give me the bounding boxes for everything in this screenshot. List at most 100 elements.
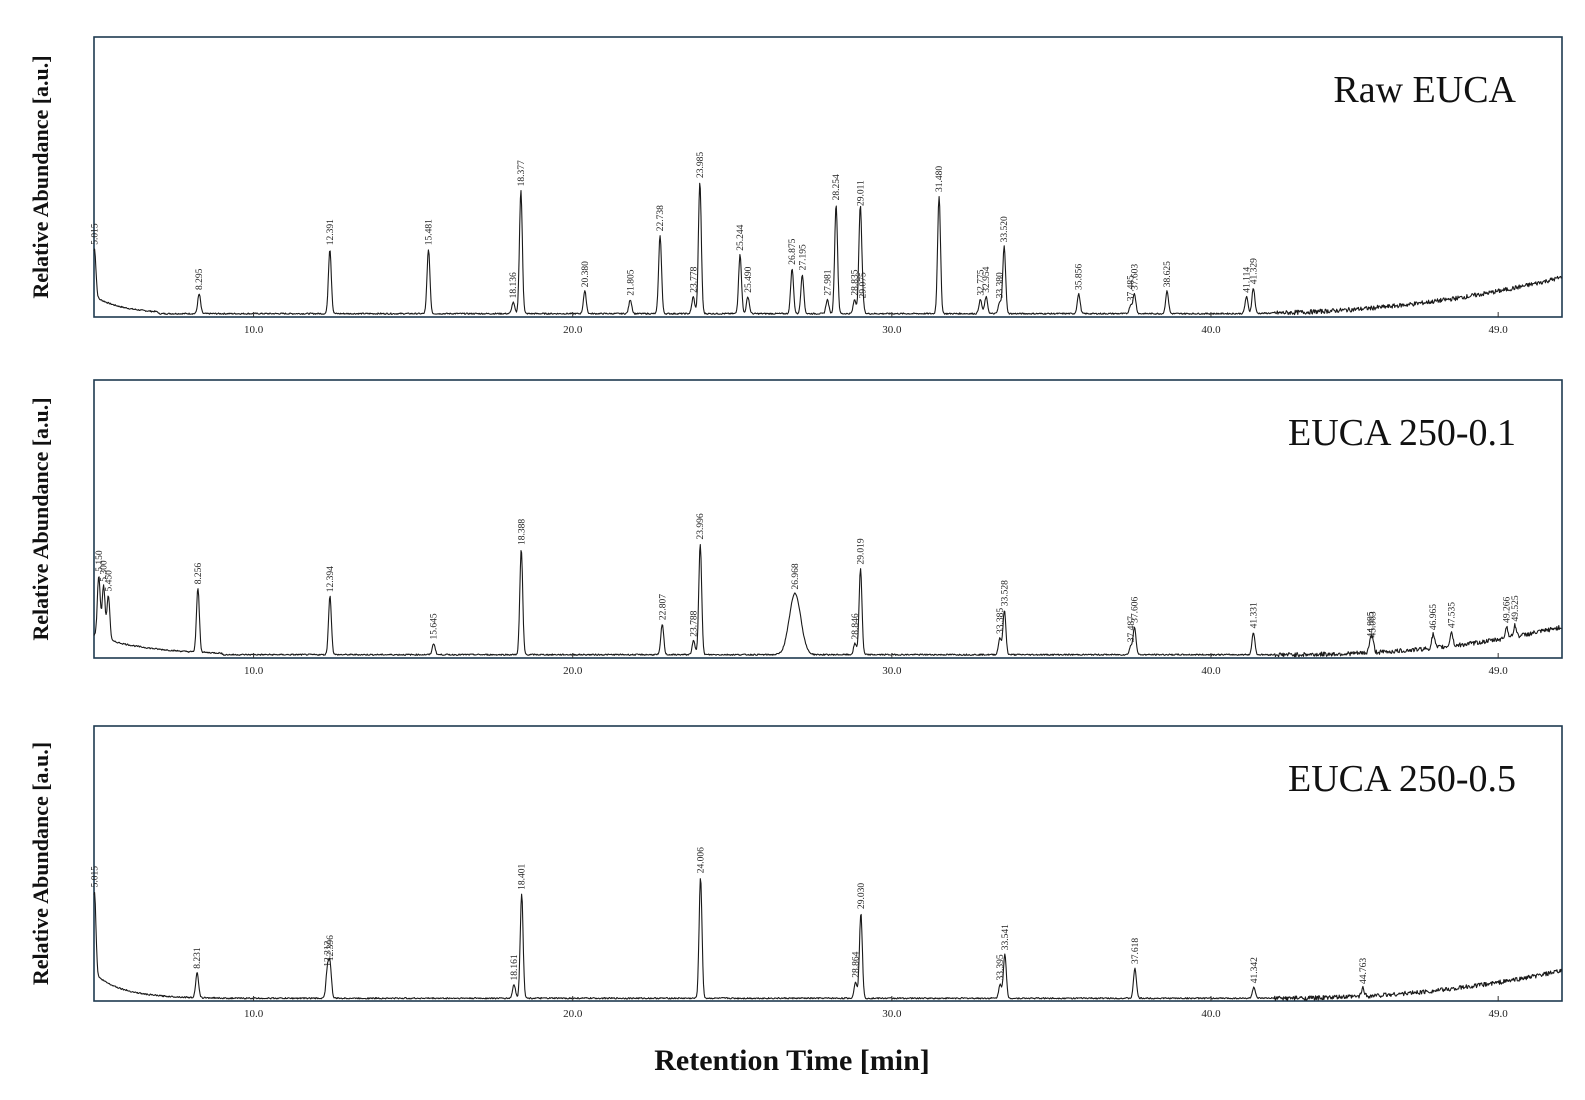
peak-label: 12.396 (326, 935, 336, 961)
peak-label: 33.528 (1000, 580, 1010, 606)
peak-label: 8.295 (195, 268, 205, 290)
peak-label: 35.856 (1075, 264, 1085, 290)
chromatogram-trace (93, 543, 1562, 658)
peak-label: 37.606 (1131, 597, 1141, 623)
peak-label: 12.312 (323, 940, 333, 966)
peak-label: 49.266 (1503, 597, 1513, 623)
x-axis-label: Retention Time [min] (654, 1044, 930, 1077)
peak-label: 29.075 (858, 272, 868, 298)
peak-label: 44.763 (1359, 958, 1369, 984)
peak-label: 28.254 (832, 174, 842, 200)
x-tick-label: 20.0 (563, 324, 583, 336)
peak-label: 18.136 (509, 272, 519, 298)
peak-label: 21.805 (626, 269, 636, 295)
peak-label: 41.342 (1250, 957, 1260, 983)
x-tick-label: 20.0 (563, 665, 583, 677)
peak-label: 22.807 (658, 594, 668, 620)
y-axis-label: Relative Abundance [a.u.] (28, 397, 53, 640)
peak-label: 47.535 (1447, 602, 1457, 628)
peak-label: 18.161 (510, 954, 520, 980)
x-tick-label: 49.0 (1489, 665, 1509, 677)
peak-label: 20.380 (581, 261, 591, 287)
peak-label: 23.778 (689, 266, 699, 292)
peak-label: 26.875 (788, 238, 798, 264)
peak-label: 37.603 (1131, 264, 1141, 290)
peak-label: 33.541 (1001, 924, 1011, 950)
panel-title: EUCA 250-0.1 (1288, 412, 1516, 454)
peak-label: 12.391 (326, 219, 336, 245)
peak-label: 33.385 (996, 608, 1006, 634)
peak-label: 29.019 (857, 538, 867, 564)
peak-label: 5.015 (91, 223, 101, 245)
panel-1: 5.015 8.295 12.391 15.481 18.136 18.377 20.380… (28, 36, 1563, 336)
peak-label: 33.395 (996, 954, 1006, 980)
peak-label: 25.490 (744, 266, 754, 292)
panel-title: Raw EUCA (1333, 69, 1516, 111)
peak-label: 24.006 (697, 847, 707, 873)
peak-label: 41.331 (1249, 602, 1259, 628)
peak-label: 18.377 (517, 160, 527, 186)
peak-label: 32.954 (982, 266, 992, 292)
peak-label: 29.011 (856, 180, 866, 206)
peak-label: 28.846 (851, 613, 861, 639)
peak-label: 33.380 (996, 272, 1006, 298)
peak-label: 29.030 (857, 883, 867, 909)
plot-frame (93, 379, 1563, 659)
peak-label: 45.063 (1369, 611, 1379, 637)
peak-label: 31.480 (935, 166, 945, 192)
peak-label: 23.985 (696, 152, 706, 178)
peak-label: 38.625 (1163, 261, 1173, 287)
peak-label: 49.525 (1511, 595, 1521, 621)
x-tick-label: 40.0 (1201, 1008, 1221, 1020)
peak-label: 12.394 (326, 566, 336, 592)
peak-label: 28.835 (851, 269, 861, 295)
peak-label: 18.401 (518, 863, 528, 889)
peak-label: 37.618 (1131, 938, 1141, 964)
peak-label: 37.487 (1127, 616, 1137, 642)
peak-label: 23.996 (696, 513, 706, 539)
chromatogram-trace (93, 878, 1562, 1001)
peak-label: 8.231 (193, 947, 203, 969)
peak-label: 26.968 (791, 563, 801, 589)
plot-frame (93, 725, 1563, 1002)
peak-label: 18.388 (517, 519, 527, 545)
x-tick-label: 20.0 (563, 1008, 583, 1020)
y-axis-label: Relative Abundance [a.u.] (28, 742, 53, 985)
peak-label: 41.329 (1249, 258, 1259, 284)
x-tick-label: 49.0 (1489, 324, 1509, 336)
peak-label: 27.195 (798, 244, 808, 270)
x-tick-label: 10.0 (244, 324, 264, 336)
x-tick-label: 30.0 (882, 665, 902, 677)
peak-label: 5.015 (91, 866, 101, 888)
peak-label: 28.864 (852, 951, 862, 977)
peak-label: 5.450 (104, 570, 114, 592)
peak-label: 33.520 (1000, 216, 1010, 242)
y-axis-label: Relative Abundance [a.u.] (28, 55, 53, 298)
peak-label: 27.981 (823, 269, 833, 295)
peak-label: 25.244 (736, 224, 746, 250)
peak-label: 15.645 (430, 613, 440, 639)
x-tick-label: 30.0 (882, 1008, 902, 1020)
peak-label: 5.150 (95, 550, 105, 572)
peak-label: 44.995 (1366, 611, 1376, 637)
peak-label: 23.788 (690, 610, 700, 636)
panel-title: EUCA 250-0.5 (1288, 758, 1516, 800)
x-tick-label: 10.0 (244, 1008, 264, 1020)
chromatogram-trace (93, 182, 1562, 316)
peak-label: 15.481 (425, 219, 435, 245)
peak-label: 41.114 (1243, 267, 1253, 293)
peak-label: 22.738 (656, 205, 666, 231)
x-tick-label: 40.0 (1201, 324, 1221, 336)
x-tick-label: 40.0 (1201, 665, 1221, 677)
peak-label: 8.256 (194, 563, 204, 585)
x-tick-label: 10.0 (244, 665, 264, 677)
peak-label: 5.300 (100, 560, 110, 582)
peak-label: 46.965 (1429, 604, 1439, 630)
x-tick-label: 49.0 (1489, 1008, 1509, 1020)
peak-label: 32.775 (976, 269, 986, 295)
peak-label: 37.485 (1127, 275, 1137, 301)
x-tick-label: 30.0 (882, 324, 902, 336)
